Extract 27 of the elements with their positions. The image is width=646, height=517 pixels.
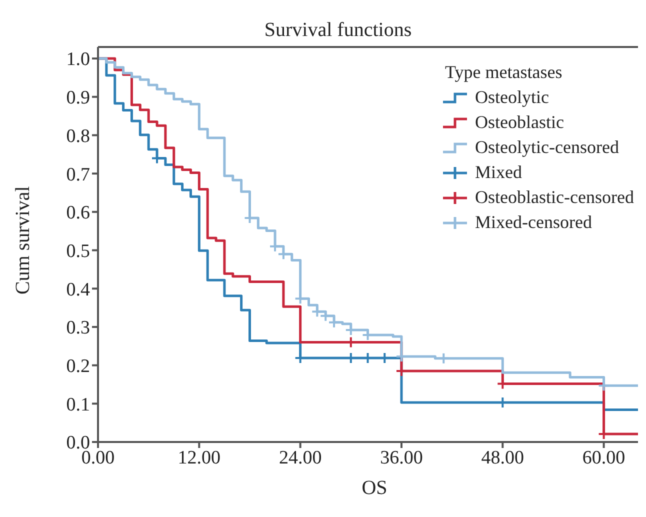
x-axis-title: OS <box>362 477 388 499</box>
x-tick-label: 24.00 <box>278 447 322 468</box>
legend-label: Osteolytic <box>475 86 550 109</box>
legend-label: Mixed <box>475 161 522 184</box>
point <box>294 292 306 305</box>
x-tick-label: 48.00 <box>481 447 524 468</box>
legend-label: Osteoblastic <box>475 111 564 134</box>
y-tick-label: 0.4 <box>66 279 90 300</box>
legend-title: Type metastases <box>445 61 564 84</box>
y-tick-label: 0.2 <box>66 356 90 378</box>
legend-label: Mixed-censored <box>475 211 592 234</box>
y-tick-label: 1.0 <box>66 49 90 70</box>
y-axis-title: Cum survival <box>12 186 34 294</box>
y-tick-label: 0.7 <box>66 164 90 186</box>
y-tick-label: 0.8 <box>66 126 90 147</box>
chart-title: Survival functions <box>264 19 412 41</box>
point <box>438 352 450 364</box>
y-tick-label: 0.3 <box>66 318 90 339</box>
legend-label: Osteolytic-censored <box>475 136 619 159</box>
y-tick-label: 0.1 <box>66 394 90 416</box>
x-tick-label: 12.00 <box>178 447 221 468</box>
x-tick-label: 60.00 <box>582 447 626 468</box>
y-tick-label: 0.9 <box>66 88 90 109</box>
x-tick-label: 36.00 <box>380 447 423 468</box>
y-tick-label: 0.6 <box>66 202 90 224</box>
y-tick-label: 0.5 <box>66 240 90 262</box>
legend-label: Osteoblastic-censored <box>475 186 634 209</box>
